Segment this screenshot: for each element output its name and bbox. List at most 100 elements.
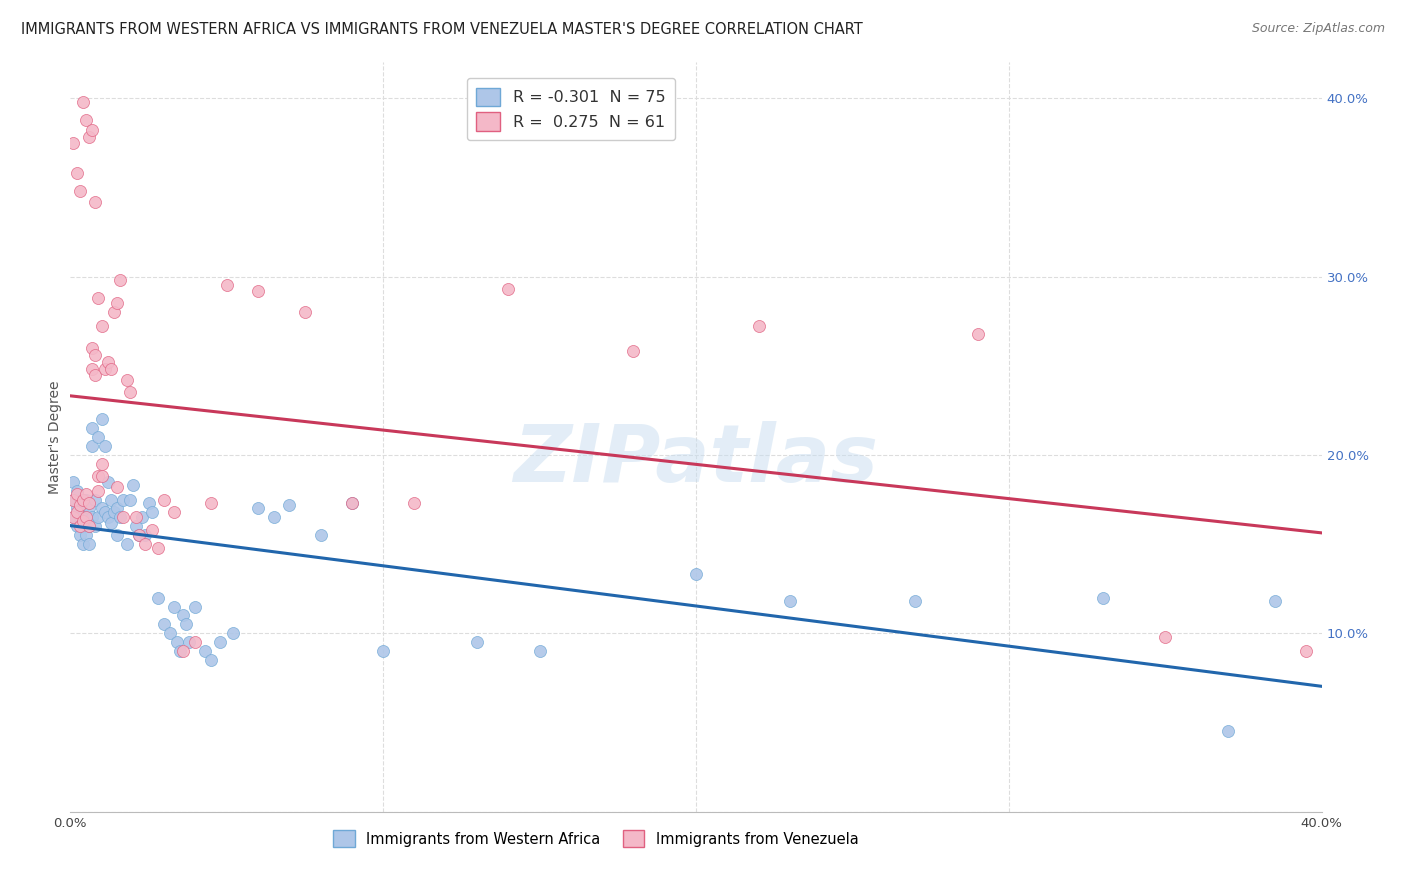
Point	[153, 492, 176, 507]
Point	[77, 496, 100, 510]
Point	[62, 492, 84, 507]
Point	[118, 385, 141, 400]
Point	[93, 362, 115, 376]
Point	[75, 510, 97, 524]
Point	[62, 510, 84, 524]
Point	[93, 505, 115, 519]
Point	[103, 505, 125, 519]
Point	[125, 519, 148, 533]
Point	[87, 483, 110, 498]
Point	[779, 594, 801, 608]
Point	[200, 653, 222, 667]
Point	[75, 112, 97, 127]
Point	[65, 519, 87, 533]
Point	[84, 492, 107, 507]
Y-axis label: Master's Degree: Master's Degree	[48, 380, 62, 494]
Point	[146, 541, 169, 555]
Point	[62, 136, 84, 150]
Point	[904, 594, 927, 608]
Point	[84, 368, 107, 382]
Point	[278, 498, 301, 512]
Point	[404, 496, 426, 510]
Point	[87, 469, 110, 483]
Point	[82, 341, 104, 355]
Point	[748, 319, 770, 334]
Point	[138, 496, 160, 510]
Point	[115, 373, 138, 387]
Point	[77, 130, 100, 145]
Point	[97, 510, 120, 524]
Point	[222, 626, 245, 640]
Point	[72, 95, 94, 109]
Point	[174, 617, 197, 632]
Point	[529, 644, 551, 658]
Point	[115, 537, 138, 551]
Point	[90, 319, 112, 334]
Point	[371, 644, 394, 658]
Point	[159, 626, 181, 640]
Text: ZIPatlas: ZIPatlas	[513, 420, 879, 499]
Point	[77, 519, 100, 533]
Point	[97, 475, 120, 489]
Point	[75, 510, 97, 524]
Point	[128, 528, 150, 542]
Point	[172, 608, 194, 623]
Point	[162, 599, 184, 614]
Point	[69, 184, 91, 198]
Point	[100, 362, 122, 376]
Point	[215, 278, 238, 293]
Point	[110, 510, 132, 524]
Point	[121, 478, 145, 492]
Point	[1154, 630, 1177, 644]
Point	[134, 537, 156, 551]
Point	[75, 487, 97, 501]
Point	[100, 492, 122, 507]
Point	[110, 273, 132, 287]
Point	[153, 617, 176, 632]
Point	[87, 510, 110, 524]
Point	[77, 537, 100, 551]
Point	[194, 644, 217, 658]
Point	[340, 496, 363, 510]
Point	[134, 528, 156, 542]
Point	[112, 510, 135, 524]
Point	[200, 496, 222, 510]
Point	[84, 519, 107, 533]
Point	[82, 362, 104, 376]
Point	[90, 412, 112, 426]
Point	[75, 528, 97, 542]
Point	[105, 296, 128, 310]
Point	[69, 528, 91, 542]
Point	[72, 514, 94, 528]
Point	[105, 480, 128, 494]
Point	[84, 348, 107, 362]
Point	[72, 492, 94, 507]
Point	[1264, 594, 1286, 608]
Point	[146, 591, 169, 605]
Point	[77, 501, 100, 516]
Point	[263, 510, 285, 524]
Point	[498, 282, 520, 296]
Point	[69, 498, 91, 512]
Point	[247, 284, 270, 298]
Point	[65, 501, 87, 516]
Point	[65, 505, 87, 519]
Point	[90, 469, 112, 483]
Text: Source: ZipAtlas.com: Source: ZipAtlas.com	[1251, 22, 1385, 36]
Point	[84, 194, 107, 209]
Point	[166, 635, 188, 649]
Point	[118, 492, 141, 507]
Point	[62, 510, 84, 524]
Point	[125, 510, 148, 524]
Point	[112, 492, 135, 507]
Point	[465, 635, 488, 649]
Point	[72, 519, 94, 533]
Point	[340, 496, 363, 510]
Point	[105, 528, 128, 542]
Point	[87, 430, 110, 444]
Point	[97, 355, 120, 369]
Point	[69, 492, 91, 507]
Point	[294, 305, 316, 319]
Point	[209, 635, 232, 649]
Point	[131, 510, 153, 524]
